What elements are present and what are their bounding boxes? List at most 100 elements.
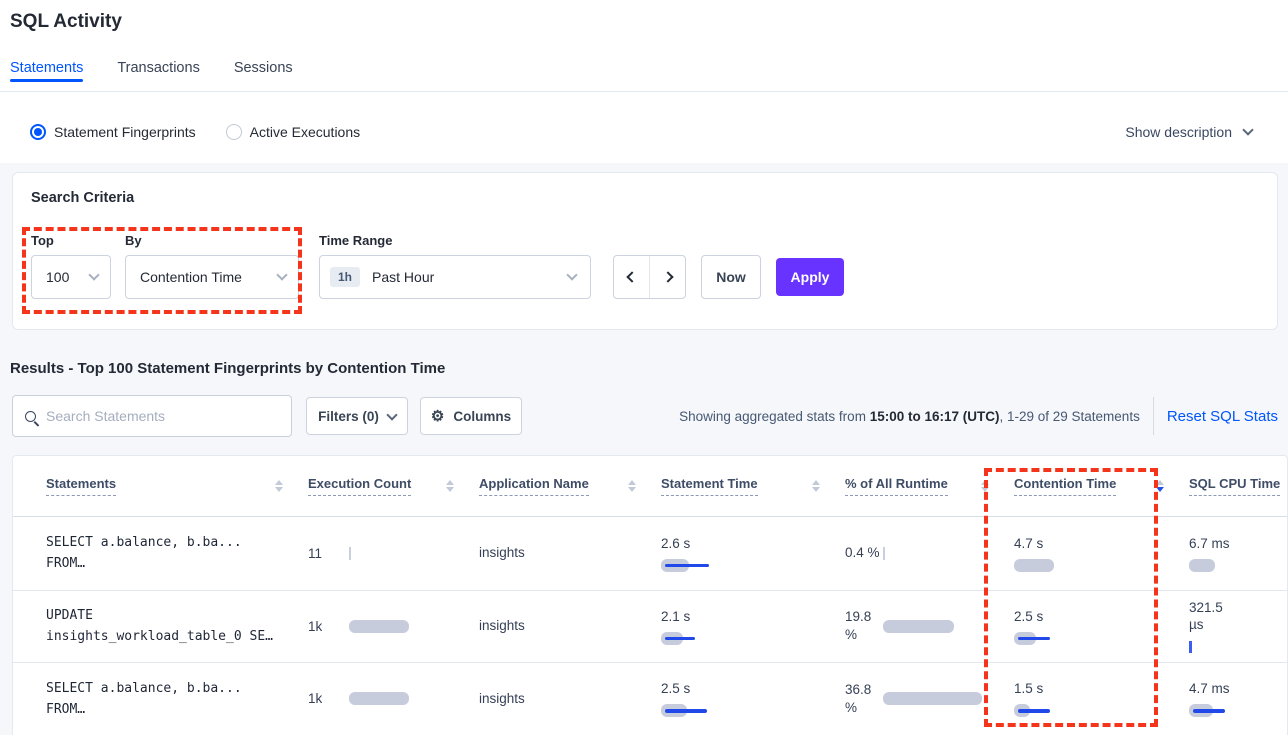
statement-fingerprint-link[interactable]: UPDATE insights_workload_table_0 SE… [46,608,273,644]
value-bar [883,546,885,560]
chevron-right-icon [661,271,674,283]
column-header-label: Statement Time [661,476,758,496]
contention-time-cell: 4.7 s [1002,516,1177,591]
radio-selected-icon[interactable] [30,124,46,140]
by-select[interactable]: Contention Time [125,255,299,299]
table-row: SELECT a.balance, b.ba... FROM… 11 insights… [13,516,1287,591]
time-range-label: Time Range [319,233,393,248]
radio-unselected-icon[interactable] [225,124,242,140]
sort-icon[interactable] [628,479,636,492]
sql-cpu-time-cell: 4.7 ms [1177,662,1287,735]
column-header-label: Execution Count [308,476,412,496]
cell-value: 321.5 µs [1189,600,1223,632]
value-bar [1014,704,1050,717]
column-header-sql-cpu-time[interactable]: SQL CPU Time [1177,456,1287,517]
application-name-cell: insights [467,662,649,735]
value-bar [1189,558,1215,572]
tab-sessions[interactable]: Sessions [233,60,293,76]
sort-icon[interactable] [981,479,989,492]
column-header-statement-time[interactable]: Statement Time [649,456,833,517]
top-label: Top [31,233,54,248]
filters-button[interactable]: Filters (0) [306,397,408,435]
cell-value: insights [479,618,525,633]
time-range-badge: 1h [330,267,361,287]
by-label: By [125,233,142,248]
cell-value: insights [479,545,525,560]
sql-cpu-time-cell: 321.5 µs [1177,590,1287,663]
statement-fingerprint-link[interactable]: SELECT a.balance, b.ba... FROM… [46,535,242,571]
cell-value: 4.7 ms [1189,681,1230,696]
value-bar [883,692,982,705]
top-select[interactable]: 100 [31,255,111,299]
sort-icon[interactable] [275,479,283,492]
time-range-select[interactable]: 1h Past Hour [319,255,591,299]
contention-time-cell: 1.5 s [1002,662,1177,735]
chevron-down-icon [1242,124,1254,136]
gear-icon: ⚙ [430,407,445,425]
search-criteria-title: Search Criteria [31,190,135,206]
column-header-of-all-runtime[interactable]: % of All Runtime [833,456,1002,517]
sort-icon[interactable] [446,479,454,492]
application-name-cell: insights [467,516,649,591]
cell-value: 1.5 s [1014,681,1044,696]
value-bar [1014,558,1054,572]
value-bar [1189,640,1192,653]
cell-value: 6.7 ms [1189,535,1230,551]
chevron-left-icon [625,271,638,283]
statement-fingerprint-link[interactable]: SELECT a.balance, b.ba... FROM… [46,680,242,717]
tab-statements[interactable]: Statements [10,60,84,90]
cell-value: 0.4 % [845,545,880,560]
column-header-label: % of All Runtime [845,476,948,496]
contention-time-cell: 2.5 s [1002,590,1177,663]
sql-cpu-time-cell: 6.7 ms [1177,516,1287,591]
statement-time-cell: 2.6 s [649,516,833,591]
table-row: SELECT a.balance, b.ba... FROM… 1k insights… [13,662,1287,735]
radio-statement-fingerprints[interactable]: Statement Fingerprints [30,124,196,140]
show-description-toggle[interactable]: Show description [1125,124,1254,140]
column-header-contention-time[interactable]: Contention Time [1002,456,1177,517]
cell-value: 1k [308,691,323,706]
execution-count-cell: 1k [296,590,467,663]
columns-button[interactable]: ⚙ Columns [420,397,522,435]
reset-sql-stats-link[interactable]: Reset SQL Stats [1166,407,1278,425]
value-bar [1189,704,1225,717]
value-bar [661,631,695,645]
next-time-button[interactable] [649,256,685,298]
columns-label: Columns [453,408,512,424]
chevron-down-icon [566,269,578,281]
sort-icon[interactable] [812,479,820,492]
search-icon [25,410,36,422]
column-header-application-name[interactable]: Application Name [467,456,649,517]
apply-button[interactable]: Apply [776,258,844,296]
time-pagination-group [613,255,686,299]
cell-value: 2.6 s [661,535,691,551]
column-header-execution-count[interactable]: Execution Count [296,456,467,517]
time-range-value: Past Hour [372,269,435,285]
table-row: UPDATE insights_workload_table_0 SE… 1k ins… [13,590,1287,663]
value-bar [349,546,351,560]
value-bar [349,619,409,633]
value-bar [661,704,707,717]
runtime-cell: 0.4 % [833,516,1002,591]
tab-bar: Statements Transactions Sessions [10,60,293,90]
cell-value: 1k [308,618,323,634]
chevron-down-icon [88,269,100,281]
page-title: SQL Activity [10,11,122,32]
tab-transactions[interactable]: Transactions [117,60,200,76]
sort-icon[interactable] [1156,479,1164,492]
previous-time-button[interactable] [614,256,649,298]
radio-active-executions[interactable]: Active Executions [225,124,360,140]
cell-value: 2.5 s [661,681,691,696]
view-toggle-row: Statement Fingerprints Active Executions… [30,108,1254,156]
now-button[interactable]: Now [701,255,761,299]
statement-time-cell: 2.5 s [649,662,833,735]
cell-value: 2.1 s [661,608,691,624]
statement-search-box[interactable] [12,395,292,437]
view-radio-group: Statement Fingerprints Active Executions [30,124,360,140]
aggregated-stats-text: Showing aggregated stats from 15:00 to 1… [679,408,1140,424]
column-header-statements[interactable]: Statements [13,456,296,517]
statements-table-card: Statements Execution Count Application Nam… [12,455,1288,735]
search-input[interactable] [46,408,279,424]
results-controls-row: Filters (0) ⚙ Columns Showing aggregated… [12,395,1278,437]
cell-value: insights [479,690,525,706]
